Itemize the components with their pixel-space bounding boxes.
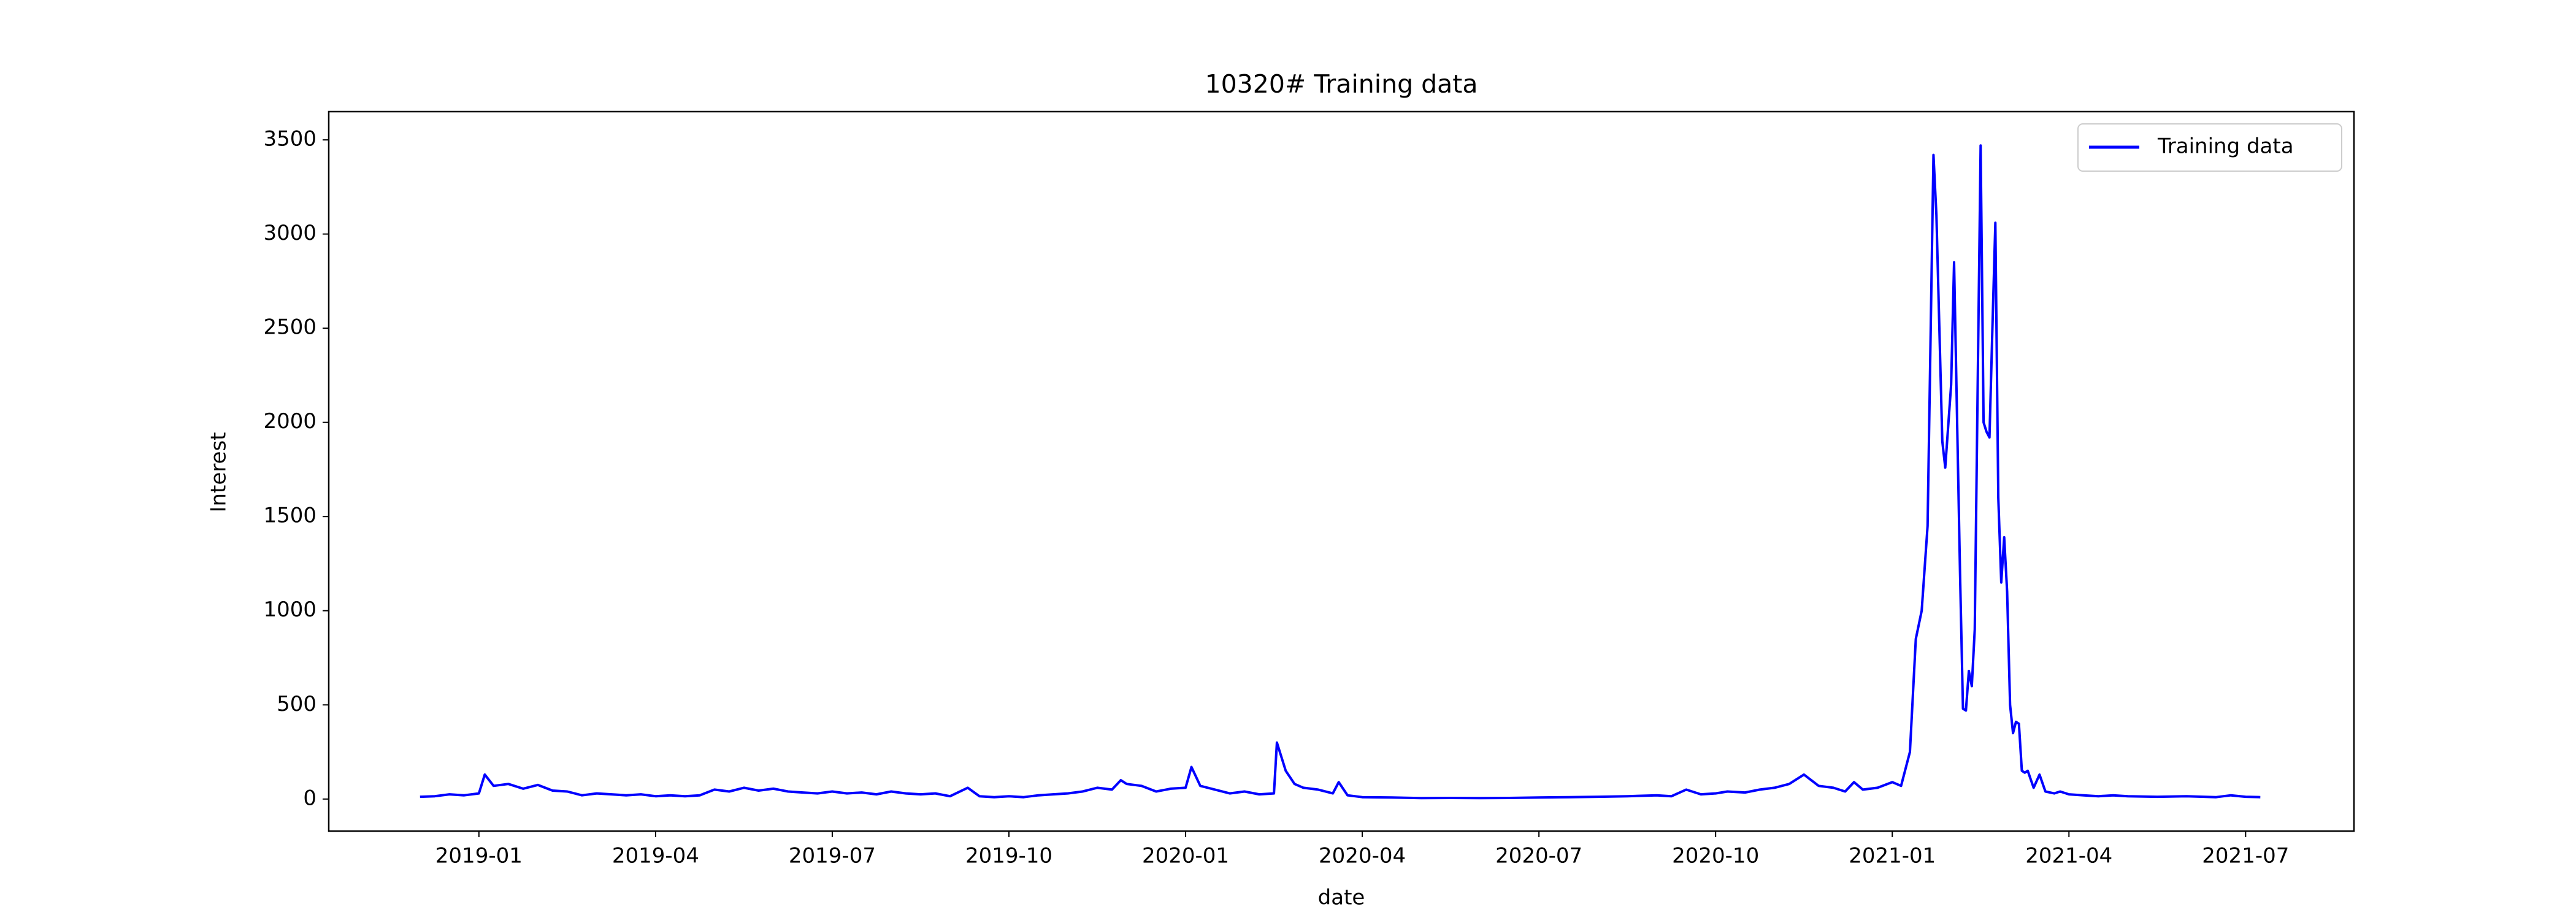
x-tick-label: 2021-04 xyxy=(2025,844,2112,868)
x-tick-label: 2020-10 xyxy=(1672,844,1759,868)
x-tick-label: 2020-01 xyxy=(1142,844,1229,868)
y-tick-label: 2000 xyxy=(263,409,316,434)
legend-label: Training data xyxy=(2157,134,2294,159)
x-tick-label: 2019-04 xyxy=(612,844,699,868)
y-tick-label: 2500 xyxy=(263,315,316,340)
data-line xyxy=(420,144,2261,800)
x-tick-label: 2020-07 xyxy=(1495,844,1582,868)
y-tick-label: 1500 xyxy=(263,504,316,528)
y-tick-label: 1000 xyxy=(263,597,316,622)
x-tick-label: 2020-04 xyxy=(1319,844,1406,868)
y-tick-label: 0 xyxy=(303,786,316,810)
y-tick-label: 3000 xyxy=(263,221,316,245)
plot-frame xyxy=(328,110,2355,832)
y-axis-label: Interest xyxy=(207,432,231,512)
y-tick-label: 500 xyxy=(277,692,316,716)
legend-box xyxy=(2077,123,2342,172)
x-tick-label: 2021-07 xyxy=(2202,844,2289,868)
x-tick-label: 2019-01 xyxy=(435,844,523,868)
chart-title: 10320# Training data xyxy=(1205,69,1478,99)
x-tick-label: 2019-10 xyxy=(965,844,1052,868)
y-tick-label: 3500 xyxy=(263,127,316,151)
x-tick-label: 2019-07 xyxy=(789,844,876,868)
x-tick-label: 2021-01 xyxy=(1849,844,1936,868)
x-axis-label: date xyxy=(1318,886,1365,910)
